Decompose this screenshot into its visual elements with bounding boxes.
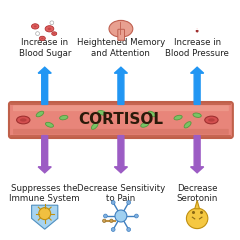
Polygon shape [32, 205, 58, 229]
Text: Heightened Memory
and Attention: Heightened Memory and Attention [77, 38, 165, 58]
FancyBboxPatch shape [118, 29, 125, 40]
Ellipse shape [41, 37, 44, 39]
Ellipse shape [39, 36, 45, 41]
Ellipse shape [193, 113, 201, 117]
Circle shape [115, 210, 127, 222]
Ellipse shape [36, 111, 44, 117]
Ellipse shape [205, 116, 218, 124]
Polygon shape [196, 30, 198, 32]
Text: Decrease Sensitivity
to Pain: Decrease Sensitivity to Pain [77, 184, 165, 203]
FancyArrow shape [38, 67, 51, 104]
Circle shape [102, 219, 106, 222]
Circle shape [39, 208, 51, 220]
FancyBboxPatch shape [13, 105, 229, 111]
Circle shape [134, 214, 138, 218]
Ellipse shape [34, 25, 37, 27]
Ellipse shape [48, 28, 51, 30]
FancyArrow shape [114, 67, 127, 104]
Ellipse shape [20, 118, 27, 122]
Ellipse shape [45, 26, 54, 32]
Text: Increase in
Blood Sugar: Increase in Blood Sugar [18, 38, 71, 58]
Ellipse shape [184, 122, 191, 128]
Circle shape [127, 228, 131, 231]
Ellipse shape [148, 111, 156, 117]
Ellipse shape [45, 122, 54, 127]
Circle shape [50, 21, 54, 25]
Ellipse shape [31, 24, 39, 29]
FancyArrow shape [38, 136, 51, 173]
Text: CORTISOL: CORTISOL [78, 113, 163, 127]
FancyBboxPatch shape [13, 129, 229, 135]
Ellipse shape [174, 115, 182, 120]
Ellipse shape [53, 33, 55, 34]
Polygon shape [195, 200, 199, 209]
Ellipse shape [91, 123, 98, 129]
Ellipse shape [208, 118, 215, 122]
FancyArrow shape [114, 136, 127, 173]
FancyBboxPatch shape [9, 102, 233, 138]
Circle shape [36, 32, 39, 36]
Circle shape [111, 228, 115, 231]
Text: Suppresses the
Immune System: Suppresses the Immune System [9, 184, 80, 203]
Text: Increase in
Blood Pressure: Increase in Blood Pressure [165, 38, 229, 58]
Circle shape [127, 201, 131, 204]
Ellipse shape [60, 115, 68, 120]
Ellipse shape [109, 20, 133, 37]
FancyArrow shape [191, 67, 204, 104]
Circle shape [111, 201, 115, 204]
Ellipse shape [141, 122, 149, 127]
Polygon shape [197, 28, 198, 29]
Text: Decrease
Serotonin: Decrease Serotonin [176, 184, 218, 203]
Ellipse shape [186, 208, 208, 228]
Circle shape [103, 214, 107, 218]
Circle shape [110, 219, 113, 222]
Ellipse shape [17, 116, 30, 124]
Ellipse shape [52, 32, 57, 36]
FancyArrow shape [191, 136, 204, 173]
Ellipse shape [98, 110, 106, 115]
